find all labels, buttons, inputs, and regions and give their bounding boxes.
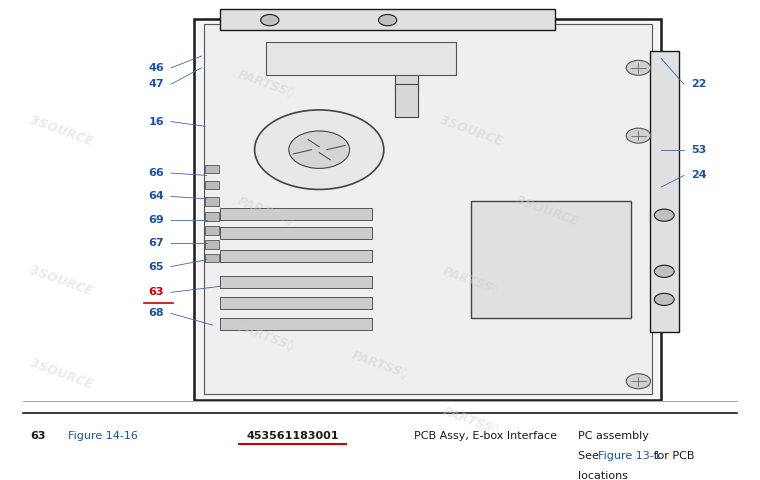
Text: Figure 13-1: Figure 13-1 [598,451,661,461]
Text: for PCB: for PCB [650,451,695,461]
Circle shape [626,128,651,143]
Text: 3SOURCE: 3SOURCE [27,114,94,148]
FancyBboxPatch shape [205,253,219,262]
FancyBboxPatch shape [204,24,652,394]
Text: PARTSS◊: PARTSS◊ [236,68,296,101]
FancyBboxPatch shape [194,19,661,400]
Text: 63: 63 [148,288,163,298]
Text: PCB Assy, E-box Interface: PCB Assy, E-box Interface [414,432,557,441]
FancyBboxPatch shape [395,61,418,94]
Text: 46: 46 [148,63,164,73]
Circle shape [261,14,279,26]
Text: 453561183001: 453561183001 [246,432,339,441]
Text: See: See [578,451,602,461]
FancyBboxPatch shape [266,42,456,75]
Text: 64: 64 [148,192,164,202]
FancyBboxPatch shape [220,227,372,239]
Text: 63: 63 [30,432,46,441]
Text: 67: 67 [148,238,164,248]
Text: 47: 47 [148,79,164,89]
Text: 22: 22 [692,79,707,89]
Circle shape [654,293,674,305]
Circle shape [255,110,384,190]
Text: PC assembly: PC assembly [578,432,648,441]
FancyBboxPatch shape [220,276,372,288]
Text: Figure 14-16: Figure 14-16 [68,432,138,441]
FancyBboxPatch shape [220,208,372,220]
FancyBboxPatch shape [471,201,631,318]
Circle shape [654,209,674,221]
Text: PARTSS◊: PARTSS◊ [442,264,501,297]
FancyBboxPatch shape [205,181,219,190]
FancyBboxPatch shape [220,250,372,262]
Text: 3SOURCE: 3SOURCE [27,264,94,298]
Text: locations: locations [578,470,628,480]
Circle shape [654,265,674,277]
Text: PARTSS◊: PARTSS◊ [442,405,501,437]
Text: 66: 66 [148,168,164,178]
FancyBboxPatch shape [205,165,219,173]
FancyBboxPatch shape [650,51,679,332]
FancyBboxPatch shape [205,212,219,221]
Text: PARTSS◊: PARTSS◊ [350,348,410,381]
Text: 68: 68 [148,309,164,318]
Text: 24: 24 [692,170,708,180]
Text: 3SOURCE: 3SOURCE [438,114,505,148]
FancyBboxPatch shape [220,297,372,309]
FancyBboxPatch shape [220,318,372,330]
Text: PARTSS◊: PARTSS◊ [236,194,296,227]
Text: 16: 16 [148,117,164,127]
Circle shape [378,14,397,26]
FancyBboxPatch shape [220,9,555,30]
FancyBboxPatch shape [395,84,418,117]
Text: 53: 53 [692,144,707,155]
FancyBboxPatch shape [205,227,219,235]
Circle shape [626,374,651,389]
Text: 65: 65 [148,262,163,272]
Text: PARTSS◊: PARTSS◊ [236,320,296,353]
Text: 3SOURCE: 3SOURCE [27,357,94,392]
Text: 69: 69 [148,215,164,225]
FancyBboxPatch shape [205,197,219,206]
Circle shape [289,131,350,168]
Circle shape [626,60,651,75]
Text: 3SOURCE: 3SOURCE [514,193,581,228]
FancyBboxPatch shape [205,240,219,249]
